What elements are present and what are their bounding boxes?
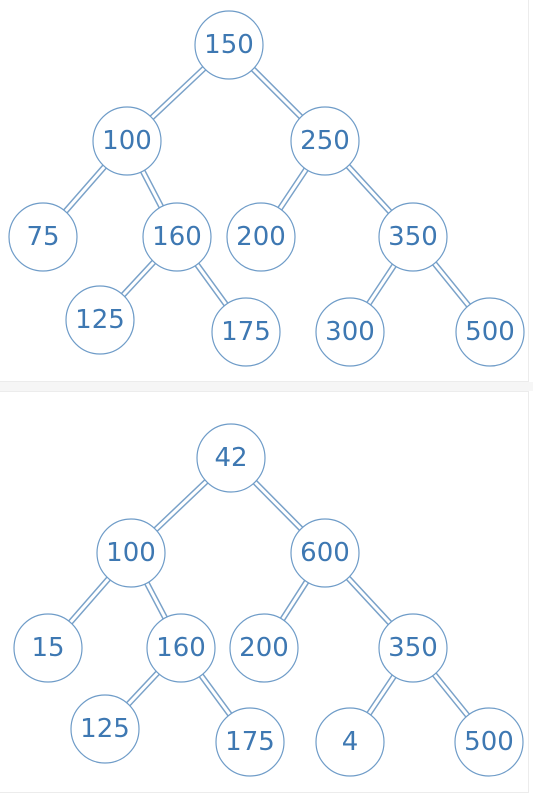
node-label: 4 <box>342 727 359 757</box>
tree-node-15: 15 <box>14 614 82 682</box>
tree-node-600: 600 <box>291 519 359 587</box>
node-label: 200 <box>239 633 289 663</box>
bottom-tree-diagram: 42 100 600 15 160 200 350 125 175 4 500 <box>0 392 528 792</box>
tree-node-100: 100 <box>97 519 165 587</box>
node-label: 175 <box>225 727 275 757</box>
top-tree-panel: 150 100 250 75 160 200 350 125 175 300 500 <box>0 0 529 382</box>
tree-node-300: 300 <box>316 298 384 366</box>
bottom-tree-panel: 42 100 600 15 160 200 350 125 175 4 500 <box>0 391 529 793</box>
tree-node-350: 350 <box>379 203 447 271</box>
node-label: 600 <box>300 538 350 568</box>
node-label: 100 <box>102 126 152 156</box>
node-label: 175 <box>221 317 271 347</box>
node-label: 160 <box>156 633 206 663</box>
tree-node-200: 200 <box>230 614 298 682</box>
top-tree-diagram: 150 100 250 75 160 200 350 125 175 300 500 <box>0 0 528 381</box>
node-label: 500 <box>465 317 515 347</box>
tree-node-175: 175 <box>212 298 280 366</box>
node-label: 125 <box>80 714 130 744</box>
node-label: 200 <box>236 222 286 252</box>
node-label: 150 <box>204 30 254 60</box>
tree-node-150: 150 <box>195 11 263 79</box>
node-label: 125 <box>75 305 125 335</box>
tree-node-4: 4 <box>316 708 384 776</box>
node-label: 100 <box>106 538 156 568</box>
node-label: 75 <box>26 222 59 252</box>
tree-node-125: 125 <box>66 286 134 354</box>
tree-node-42: 42 <box>197 424 265 492</box>
tree-node-200: 200 <box>227 203 295 271</box>
node-label: 42 <box>214 443 247 473</box>
tree-node-75: 75 <box>9 203 77 271</box>
node-label: 300 <box>325 317 375 347</box>
node-label: 350 <box>388 222 438 252</box>
node-label: 500 <box>464 727 514 757</box>
tree-node-160: 160 <box>143 203 211 271</box>
node-label: 350 <box>388 633 438 663</box>
tree-node-125: 125 <box>71 695 139 763</box>
tree-node-250: 250 <box>291 107 359 175</box>
panel-divider <box>0 382 533 391</box>
tree-node-160: 160 <box>147 614 215 682</box>
tree-node-350: 350 <box>379 614 447 682</box>
tree-node-175: 175 <box>216 708 284 776</box>
tree-node-100: 100 <box>93 107 161 175</box>
node-label: 250 <box>300 126 350 156</box>
tree-node-500: 500 <box>456 298 524 366</box>
tree-node-500: 500 <box>455 708 523 776</box>
node-label: 160 <box>152 222 202 252</box>
node-label: 15 <box>31 633 64 663</box>
